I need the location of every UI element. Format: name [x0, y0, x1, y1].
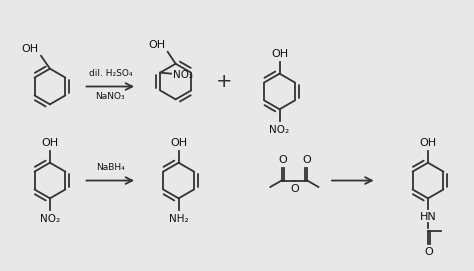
Text: OH: OH — [419, 138, 437, 148]
Text: OH: OH — [41, 138, 58, 148]
Text: O: O — [425, 247, 433, 257]
Text: OH: OH — [271, 49, 288, 59]
Text: NO₂: NO₂ — [270, 125, 290, 135]
Text: OH: OH — [22, 44, 39, 54]
Text: OH: OH — [170, 138, 187, 148]
Text: NO₂: NO₂ — [40, 214, 60, 224]
Text: NaBH₄: NaBH₄ — [96, 163, 125, 172]
Text: NH₂: NH₂ — [169, 214, 189, 224]
Text: O: O — [278, 155, 287, 165]
Text: HN: HN — [419, 212, 437, 222]
Text: dil. H₂SO₄: dil. H₂SO₄ — [89, 69, 132, 78]
Text: O: O — [290, 185, 299, 194]
Text: +: + — [216, 72, 232, 91]
Text: NO₂: NO₂ — [173, 70, 193, 80]
Text: NaNO₃: NaNO₃ — [95, 92, 125, 101]
Text: OH: OH — [148, 40, 165, 50]
Text: O: O — [302, 155, 310, 165]
